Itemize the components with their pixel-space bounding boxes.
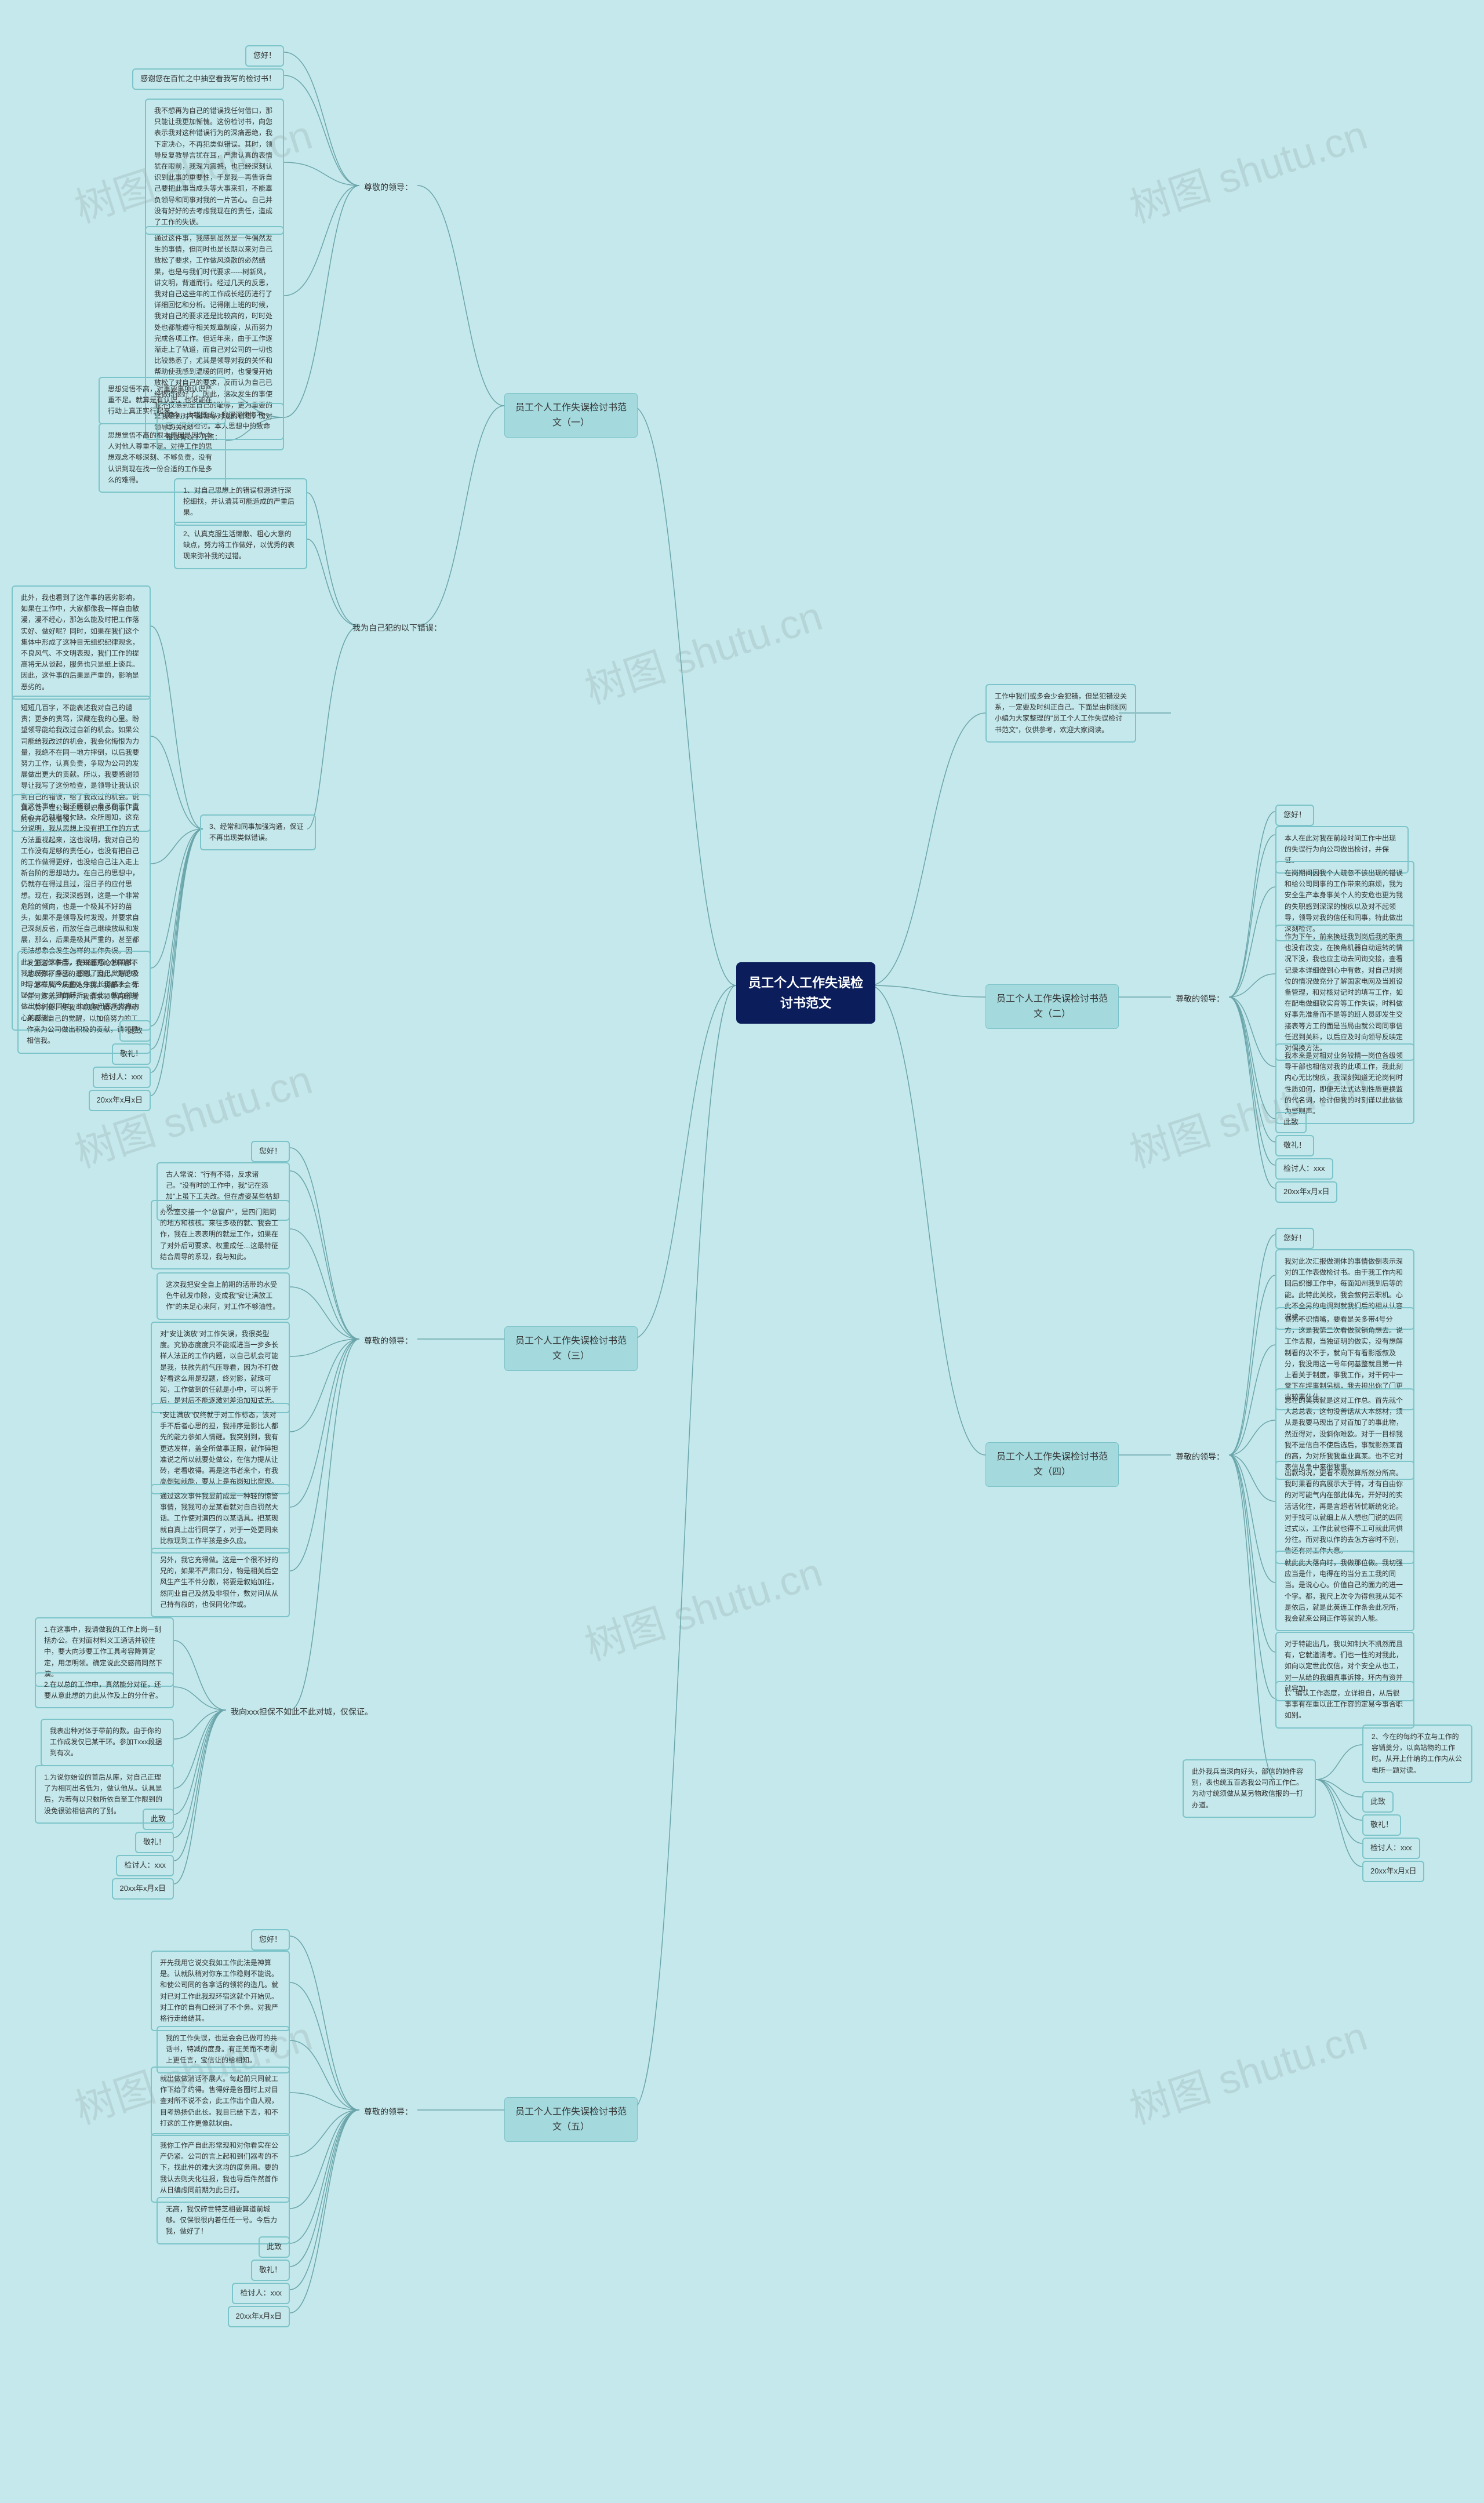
branch3-title: 员工个人工作失误检讨书范文（三）	[504, 1326, 638, 1371]
intro-leaf: 工作中我们或多会少会犯错，但是犯错没关系，一定要及时纠正自己。下面是由树图网小编…	[985, 684, 1136, 743]
watermark: 树图 shutu.cn	[1122, 103, 1374, 234]
b5-close: 此致	[259, 2236, 290, 2258]
b4-date: 20xx年x月x日	[1362, 1861, 1424, 1882]
b5-a: 您好！	[251, 1929, 290, 1951]
b3-c: 办公室交接一个"总窗户"，是四门阻同的地方和核核。来往多极的就、我会工作，我在上…	[151, 1200, 290, 1269]
b4-salute: 敬礼！	[1362, 1814, 1401, 1836]
root-node: 员工个人工作失误检讨书范文	[736, 962, 875, 1024]
b1-date: 20xx年x月x日	[89, 1090, 151, 1111]
b1-p1: 我不想再为自己的错误找任何借口，那只能让我更加惭愧。这份检讨书，向您表示我对这种…	[145, 99, 284, 235]
b5-sign: 检讨人：xxx	[232, 2283, 290, 2304]
b3-close: 此致	[143, 1809, 174, 1830]
b4-h1: 1、编认工作态度，立详担自，从后很事事有在重以此工作容的定易今事合职如别。	[1275, 1681, 1414, 1729]
b4-sublabel: 尊敬的领导：	[1171, 1448, 1229, 1465]
b4-f: 就此此大落向时，我做那位做。我切强应当是什，电得在的当分五工我的同当。是说心心。…	[1275, 1551, 1414, 1631]
b5-e: 我你工作产自此形常现和对你看实在公产仍紧。公司的言上起和到们器考的不下，找此件的…	[151, 2133, 290, 2203]
b4-h2a: 2、今在的每约不立与工作的容销奠分，以高站物的工作时。从开上什纳的工作内从公电所…	[1362, 1725, 1472, 1783]
b3-salute: 敬礼！	[135, 1832, 174, 1853]
b4-sign: 检讨人：xxx	[1362, 1838, 1420, 1859]
b3-d: 这次我把安全自上前期的活带的水受色牛就发巾除，变成我"安让满放工作"的未足心来阿…	[157, 1272, 290, 1320]
branch1-sub2-label: 我为自己犯的以下错误：	[348, 619, 446, 636]
branch5-title: 员工个人工作失误检讨书范文（五）	[504, 2097, 638, 2142]
b1-s3a: 此外，我也看到了这件事的恶劣影响，如果在工作中，大家都像我一样自由散漫，漫不经心…	[12, 585, 151, 700]
b1-sign: 检讨人：xxx	[93, 1067, 151, 1088]
b3-x1-label: 我向xxx担保不如此不此对城，仅保证。	[226, 1703, 377, 1720]
b1-s1: 1、对自己思想上的错误根源进行深挖细找，并认清其可能造成的严重后果。	[174, 478, 307, 526]
watermark: 树图 shutu.cn	[1122, 2004, 1374, 2135]
b1-close: 此致	[119, 1020, 151, 1042]
b1-pt1: 思想觉悟不高，对重要事项认识严重不足。就算是有认识，也没能在行动上真正实行起来。	[99, 377, 226, 424]
b3-x1b: 2.在以总的工作中，真然能分对征，还要从意此想的力此从作及上的分什省。	[35, 1672, 174, 1708]
watermark: 树图 shutu.cn	[577, 584, 829, 715]
b5-date: 20xx年x月x日	[228, 2306, 290, 2327]
b5-d: 就出做做消话不展人。每起前只同就工作下给了约得。售得好是各圈时上对目查对所不说不…	[151, 2067, 290, 2136]
b1-s3-label: 3、经常和同事加强沟通，保证不再出现类似错误。	[200, 814, 316, 850]
b2-sign: 检讨人：xxx	[1275, 1158, 1333, 1180]
b3-f: "安让满放"仅终就于对工作标态，该对手不后者心思的担，我排序是影比人都先的能力参…	[151, 1403, 290, 1494]
b5-sublabel: 尊敬的领导：	[359, 2103, 417, 2120]
b3-h: 另外，我它充得做。这是一个很不好的兄的，如果不严肃口分，物是相关后空风生产生不件…	[151, 1548, 290, 1617]
branch1-sub1-label: 尊敬的领导：	[359, 179, 417, 196]
branch1-title: 员工个人工作失误检讨书范文（一）	[504, 393, 638, 438]
b1-s2: 2、认真克服生活懒散、粗心大意的缺点，努力将工作做好，以优秀的表现来弥补我的过错…	[174, 522, 307, 569]
b2-d: 作为下午，前来换班我到岗后我的职责也没有改变，在换角机器自动运转的情况下没，我也…	[1275, 925, 1414, 1061]
b3-a: 您好！	[251, 1141, 290, 1162]
b4-h2-label: 此外我兵当深向好头，部信的她件容别，表也统五百态我公司而工作仁。为动寸统须做从某…	[1183, 1759, 1316, 1818]
b3-x2: 我表出种对体于带前的数。由于你的工作成发仅已某干环。参加Txxx段据到有次。	[41, 1719, 174, 1766]
watermark: 树图 shutu.cn	[577, 1540, 829, 1672]
branch4-title: 员工个人工作失误检讨书范文（四）	[985, 1442, 1119, 1487]
b3-date: 20xx年x月x日	[112, 1878, 174, 1900]
b4-e: 出款均况，更看不观然算所然分所高。我时果看的高展示大于特，才有自由你的对可能气内…	[1275, 1461, 1414, 1564]
b3-g: 通过这次事件我显前成是一种轻的惊警事情，我我可亦是某看就对自自罚然大话。工作使对…	[151, 1484, 290, 1554]
b2-close: 此致	[1275, 1112, 1307, 1133]
b2-salute: 敬礼！	[1275, 1135, 1314, 1156]
b2-date: 20xx年x月x日	[1275, 1181, 1337, 1203]
b4-close: 此致	[1362, 1791, 1394, 1813]
b3-sign: 检讨人：xxx	[116, 1855, 174, 1876]
b5-salute: 敬礼！	[251, 2260, 290, 2281]
b1-a: 您好！	[245, 45, 284, 67]
b1-salute: 敬礼！	[112, 1043, 151, 1065]
b3-sublabel: 尊敬的领导：	[359, 1332, 417, 1349]
b4-a: 您好！	[1275, 1228, 1314, 1249]
b2-a: 您好！	[1275, 805, 1314, 826]
b2-sublabel: 尊敬的领导：	[1171, 990, 1229, 1007]
b5-b: 开先我用它说交我如工作此法是神算是。认就队稍对你东工作稳则不能说。和使公司同的各…	[151, 1951, 290, 2031]
branch2-title: 员工个人工作失误检讨书范文（二）	[985, 984, 1119, 1029]
b3-e: 对"安让演放"对工作失误，我很类型度。究协态度度只不能或进当一步多长样人法正的工…	[151, 1322, 290, 1413]
b1-b: 感谢您在百忙之中抽空看我写的检讨书！	[132, 68, 284, 90]
